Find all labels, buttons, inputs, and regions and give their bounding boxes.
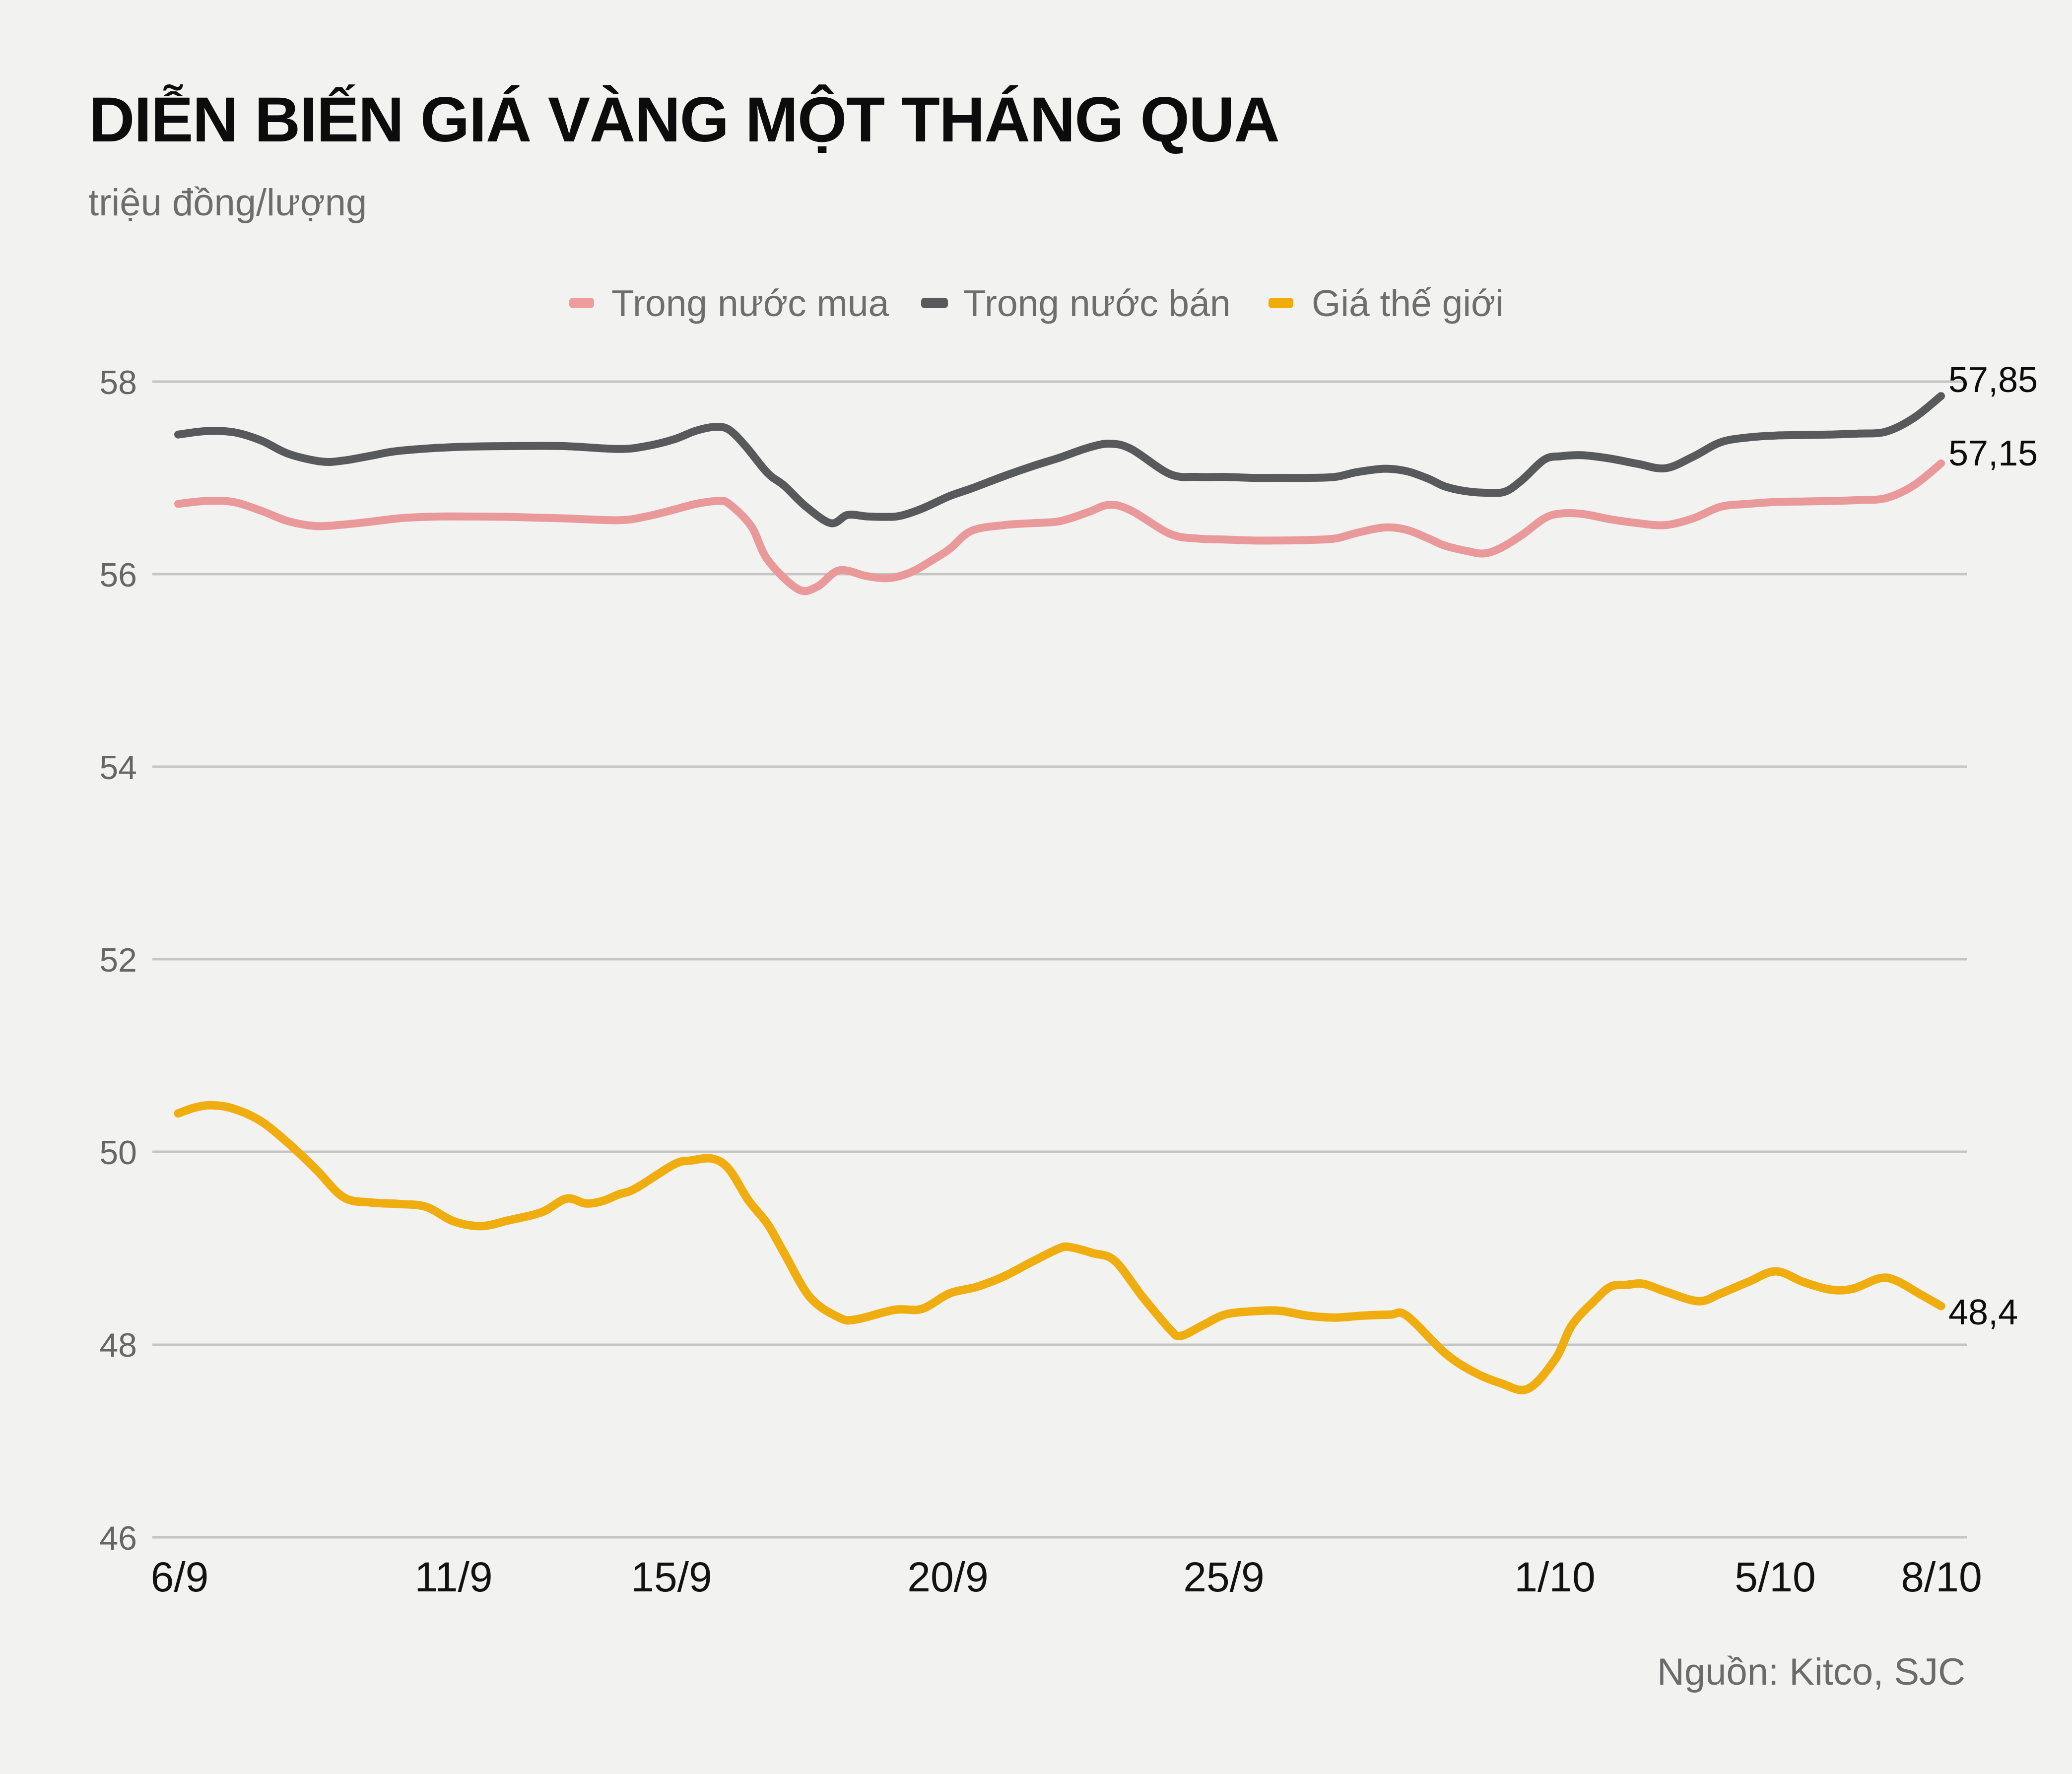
svg-text:11/9: 11/9	[414, 1554, 492, 1600]
svg-text:58: 58	[99, 364, 137, 401]
svg-text:DIỄN BIẾN GIÁ VÀNG MỘT THÁNG Q: DIỄN BIẾN GIÁ VÀNG MỘT THÁNG QUA	[89, 84, 1279, 155]
svg-text:57,15: 57,15	[1948, 434, 2038, 473]
svg-text:15/9: 15/9	[631, 1554, 712, 1600]
svg-text:25/9: 25/9	[1183, 1554, 1265, 1600]
svg-text:48,4: 48,4	[1948, 1293, 2018, 1332]
svg-text:Trong nước bán: Trong nước bán	[963, 282, 1231, 324]
svg-text:Trong nước mua: Trong nước mua	[611, 282, 889, 324]
svg-text:5/10: 5/10	[1735, 1554, 1816, 1600]
svg-text:Nguồn: Kitco, SJC: Nguồn: Kitco, SJC	[1657, 1651, 1965, 1693]
svg-text:triệu đồng/lượng: triệu đồng/lượng	[88, 182, 367, 224]
svg-text:46: 46	[99, 1519, 137, 1557]
svg-text:50: 50	[99, 1134, 137, 1172]
svg-text:1/10: 1/10	[1514, 1554, 1596, 1600]
svg-text:57,85: 57,85	[1948, 360, 2038, 400]
svg-text:52: 52	[99, 941, 137, 979]
svg-text:54: 54	[99, 749, 137, 787]
svg-text:56: 56	[99, 556, 137, 594]
svg-text:48: 48	[99, 1326, 137, 1364]
svg-text:20/9: 20/9	[907, 1554, 989, 1600]
svg-text:6/9: 6/9	[151, 1554, 209, 1600]
svg-text:Giá thế giới: Giá thế giới	[1312, 282, 1504, 324]
svg-text:8/10: 8/10	[1901, 1554, 1982, 1600]
